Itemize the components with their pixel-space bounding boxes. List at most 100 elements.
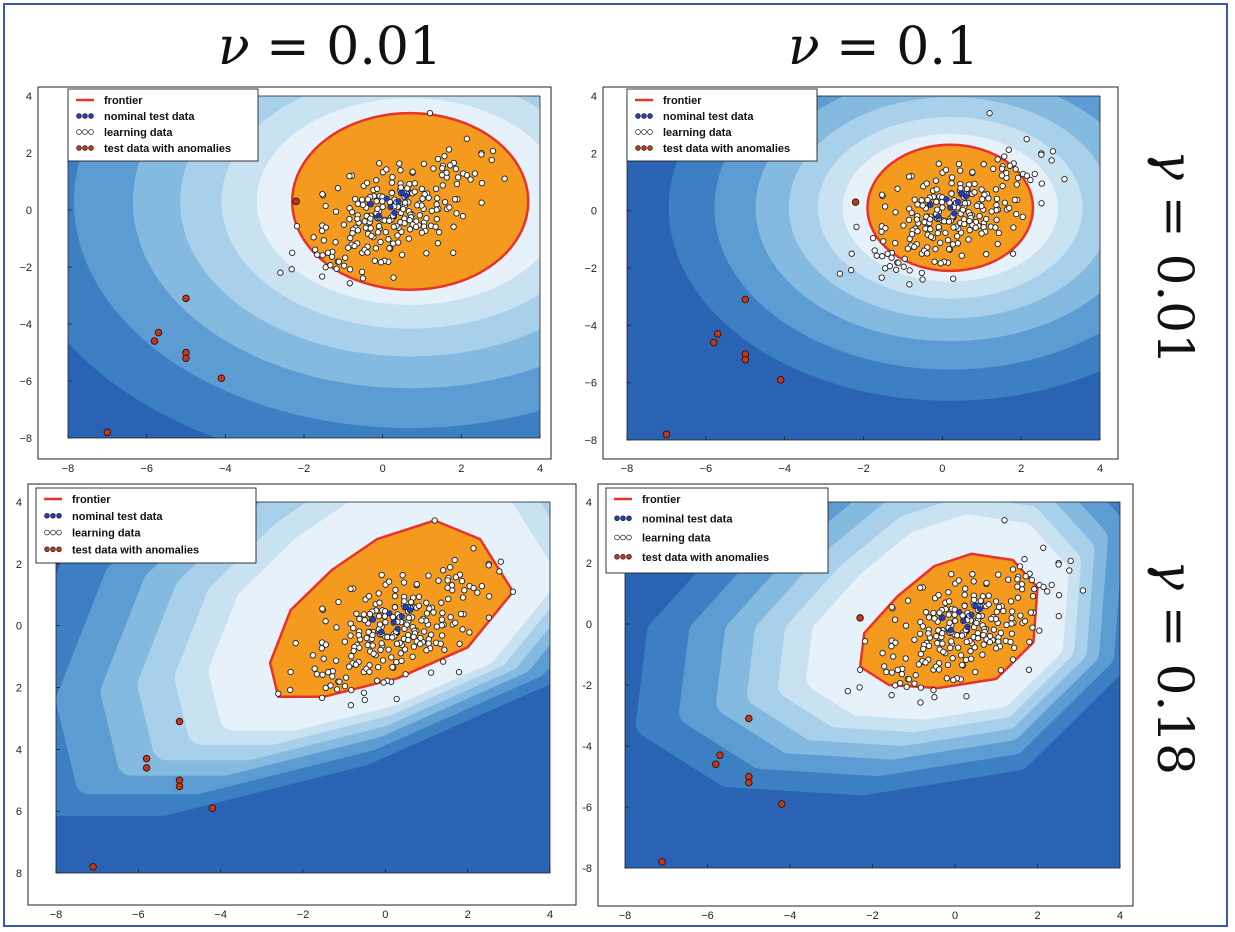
learning-data-point [948, 180, 955, 187]
learning-data-point [954, 233, 961, 240]
learning-data-point [385, 646, 392, 653]
learning-data-point [1012, 166, 1019, 173]
x-tick-label: −4 [784, 910, 797, 922]
learning-data-point [418, 185, 426, 193]
learning-data-point [358, 268, 366, 276]
learning-data-point [373, 177, 380, 184]
learning-data-point [933, 198, 940, 206]
learning-data-point [335, 598, 342, 606]
learning-data-point [347, 620, 354, 627]
legend-entry-label: frontier [72, 494, 111, 506]
anomaly-point [182, 294, 190, 303]
chart-panel-1: −8 −6 −4 −2 0 2 4 4 2 0 −2 −4 −6 −8 frontier nominal te… [19, 86, 552, 475]
learning-data-point [1038, 200, 1045, 207]
x-tick-label: −8 [621, 463, 634, 475]
learning-data-point [410, 643, 418, 650]
learning-data-point [1014, 576, 1021, 583]
learning-data-point [378, 571, 385, 579]
learning-data-point [341, 682, 349, 690]
learning-data-point [461, 587, 468, 594]
learning-data-point [902, 655, 909, 662]
learning-data-point [906, 267, 913, 274]
learning-data-point [401, 598, 408, 605]
nominal-test-point [960, 617, 967, 625]
learning-data-point [958, 252, 965, 259]
learning-data-point [348, 209, 356, 216]
learning-data-point [955, 160, 963, 168]
learning-data-point [275, 690, 282, 697]
nominal-test-point [391, 209, 398, 216]
learning-data-point [881, 663, 888, 670]
frontier-region [268, 519, 515, 699]
learning-data-point [990, 626, 998, 633]
learning-data-point [485, 562, 492, 569]
anomaly-point [103, 428, 112, 437]
learning-data-point [927, 225, 934, 233]
learning-data-point [891, 616, 899, 623]
learning-data-points [836, 110, 1068, 288]
legend-entry-label: frontier [104, 95, 143, 107]
learning-data-point [950, 275, 957, 282]
learning-data-point [395, 239, 402, 246]
learning-data-point [375, 663, 382, 671]
learning-data-point [905, 173, 913, 180]
learning-data-point [998, 172, 1006, 179]
learning-data-point [934, 206, 941, 213]
legend-entry-label: nominal test data [72, 511, 163, 523]
anomaly-point [182, 354, 190, 362]
learning-data-point [459, 594, 467, 601]
learning-data-point [879, 650, 886, 657]
learning-data-point [1011, 196, 1018, 204]
learning-data-point [1017, 612, 1024, 619]
anomaly-point [741, 295, 750, 304]
learning-data-point [888, 692, 895, 699]
anomaly-point [851, 198, 860, 206]
x-tick-label: 2 [458, 463, 464, 475]
y-tick-label: −8 [584, 435, 597, 447]
learning-data-point [470, 584, 477, 592]
learning-data-point [958, 661, 966, 669]
learning-data-point [497, 558, 504, 565]
learning-data-point [440, 567, 447, 574]
learning-data-point [336, 678, 343, 685]
learning-data-point [1007, 598, 1015, 605]
learning-data-point [363, 179, 371, 187]
learning-data-point [848, 250, 855, 257]
y-tick-label: −6 [584, 378, 597, 390]
nominal-test-point [369, 616, 377, 623]
x-tick-label: 0 [382, 909, 388, 921]
x-tick-label: 2 [1034, 910, 1040, 922]
learning-data-point [398, 657, 405, 665]
learning-data-point [949, 655, 956, 662]
learning-data-point [1006, 162, 1014, 169]
learning-data-point [894, 185, 901, 192]
y-tick-label: 2 [16, 683, 22, 695]
legend-entry-label: nominal test data [642, 513, 733, 525]
learning-data-point [993, 195, 1001, 203]
learning-data-point [386, 245, 393, 252]
nominal-test-point [927, 201, 934, 208]
learning-data-point [1036, 627, 1043, 634]
y-tick-label: -6 [582, 802, 592, 814]
learning-data-point [423, 610, 431, 617]
x-tick-label: −6 [701, 910, 714, 922]
anomaly-point [741, 355, 750, 364]
learning-data-point [993, 608, 1000, 616]
y-tick-label: 2 [586, 558, 592, 570]
learning-data-point [342, 254, 349, 261]
legend-marker-swatch [626, 553, 632, 560]
learning-data-point [935, 160, 942, 167]
learning-data-point [992, 645, 1000, 652]
learning-data-point [986, 110, 993, 117]
nominal-test-point [395, 198, 402, 205]
learning-data-point [848, 267, 855, 274]
learning-data-point [486, 593, 493, 600]
learning-data-point [968, 655, 975, 662]
learning-data-point [958, 632, 966, 639]
learning-data-point [420, 160, 428, 167]
learning-data-point [992, 224, 999, 231]
learning-data-point [398, 251, 406, 258]
learning-data-point [358, 196, 366, 203]
learning-data-point [430, 609, 437, 616]
legend-marker-swatch [614, 553, 620, 560]
